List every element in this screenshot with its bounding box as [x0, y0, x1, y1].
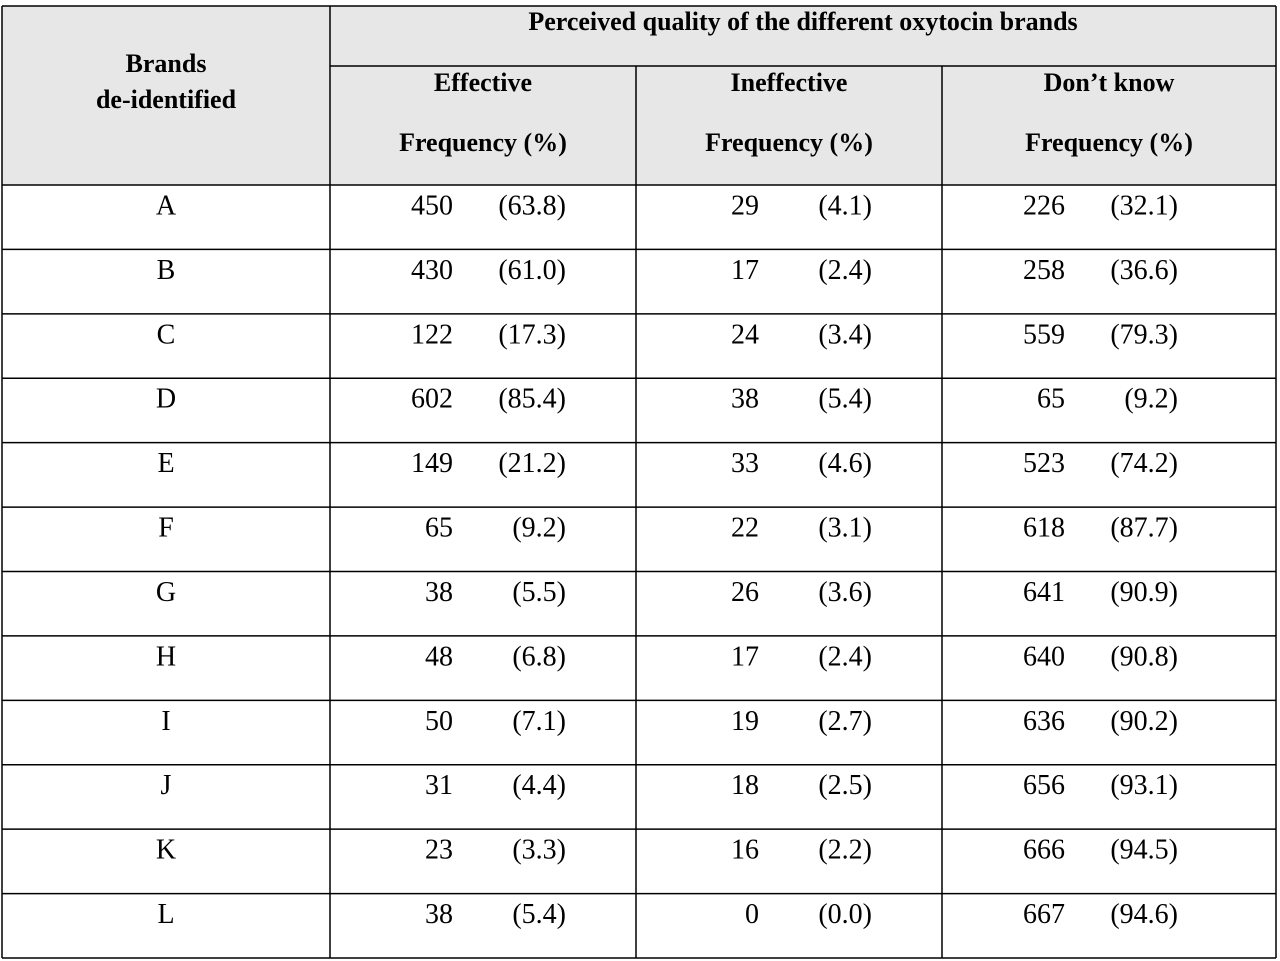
- count-cell: 226: [1023, 190, 1065, 221]
- brand-header: Brands: [126, 49, 207, 78]
- count-cell: 122: [411, 319, 453, 350]
- count-cell: 636: [1023, 706, 1065, 737]
- count-cell: 602: [411, 384, 453, 415]
- count-cell: 17: [731, 255, 759, 286]
- count-cell: 258: [1023, 255, 1065, 286]
- count-cell: 0: [745, 899, 759, 930]
- count-cell: 640: [1023, 641, 1065, 672]
- count-cell: 450: [411, 190, 453, 221]
- percent-cell: (94.5): [1110, 835, 1178, 866]
- count-cell: 22: [731, 513, 759, 544]
- count-cell: 430: [411, 255, 453, 286]
- percent-cell: (94.6): [1110, 899, 1178, 930]
- percent-cell: (63.8): [498, 190, 566, 221]
- percent-cell: (4.6): [818, 448, 872, 479]
- percent-cell: (61.0): [498, 255, 566, 286]
- count-cell: 667: [1023, 899, 1065, 930]
- brand-cell: B: [157, 255, 176, 286]
- percent-cell: (3.4): [818, 319, 872, 350]
- count-cell: 641: [1023, 577, 1065, 608]
- percent-cell: (6.8): [512, 641, 566, 672]
- percent-cell: (5.4): [512, 899, 566, 930]
- count-cell: 50: [425, 706, 453, 737]
- percent-cell: (4.1): [818, 190, 872, 221]
- count-cell: 38: [425, 577, 453, 608]
- count-cell: 17: [731, 641, 759, 672]
- table-title: Perceived quality of the different oxyto…: [528, 7, 1077, 36]
- percent-cell: (90.8): [1110, 641, 1178, 672]
- column-subheader: Frequency (%): [1025, 128, 1193, 157]
- percent-cell: (3.6): [818, 577, 872, 608]
- percent-cell: (17.3): [498, 319, 566, 350]
- percent-cell: (79.3): [1110, 319, 1178, 350]
- percent-cell: (74.2): [1110, 448, 1178, 479]
- brand-header: de-identified: [96, 85, 237, 114]
- percent-cell: (3.1): [818, 513, 872, 544]
- column-header: Ineffective: [731, 68, 848, 97]
- percent-cell: (93.1): [1110, 770, 1178, 801]
- count-cell: 523: [1023, 448, 1065, 479]
- brand-cell: I: [161, 706, 170, 737]
- percent-cell: (5.4): [818, 384, 872, 415]
- count-cell: 666: [1023, 835, 1065, 866]
- column-subheader: Frequency (%): [399, 128, 567, 157]
- header-background: [2, 6, 1276, 185]
- count-cell: 33: [731, 448, 759, 479]
- brand-cell: C: [157, 319, 176, 350]
- count-cell: 618: [1023, 513, 1065, 544]
- count-cell: 24: [731, 319, 759, 350]
- brand-cell: D: [156, 384, 176, 415]
- percent-cell: (2.4): [818, 641, 872, 672]
- brand-cell: K: [156, 835, 176, 866]
- percent-cell: (87.7): [1110, 513, 1178, 544]
- percent-cell: (2.2): [818, 835, 872, 866]
- percent-cell: (85.4): [498, 384, 566, 415]
- count-cell: 16: [731, 835, 759, 866]
- percent-cell: (5.5): [512, 577, 566, 608]
- percent-cell: (2.7): [818, 706, 872, 737]
- count-cell: 19: [731, 706, 759, 737]
- brand-cell: G: [156, 577, 176, 608]
- column-header: Effective: [434, 68, 532, 97]
- brand-cell: L: [157, 899, 174, 930]
- percent-cell: (21.2): [498, 448, 566, 479]
- count-cell: 31: [425, 770, 453, 801]
- brand-cell: F: [158, 513, 174, 544]
- count-cell: 26: [731, 577, 759, 608]
- count-cell: 18: [731, 770, 759, 801]
- percent-cell: (90.2): [1110, 706, 1178, 737]
- count-cell: 48: [425, 641, 453, 672]
- count-cell: 559: [1023, 319, 1065, 350]
- percent-cell: (36.6): [1110, 255, 1178, 286]
- percent-cell: (3.3): [512, 835, 566, 866]
- count-cell: 65: [425, 513, 453, 544]
- percent-cell: (2.4): [818, 255, 872, 286]
- count-cell: 38: [731, 384, 759, 415]
- percent-cell: (9.2): [512, 513, 566, 544]
- percent-cell: (4.4): [512, 770, 566, 801]
- count-cell: 29: [731, 190, 759, 221]
- count-cell: 656: [1023, 770, 1065, 801]
- brand-cell: H: [156, 641, 176, 672]
- percent-cell: (7.1): [512, 706, 566, 737]
- percent-cell: (90.9): [1110, 577, 1178, 608]
- brand-cell: E: [157, 448, 174, 479]
- percent-cell: (2.5): [818, 770, 872, 801]
- brand-cell: J: [161, 770, 172, 801]
- count-cell: 23: [425, 835, 453, 866]
- column-subheader: Frequency (%): [705, 128, 873, 157]
- percent-cell: (0.0): [818, 899, 872, 930]
- percent-cell: (32.1): [1110, 190, 1178, 221]
- count-cell: 149: [411, 448, 453, 479]
- brand-cell: A: [156, 190, 177, 221]
- percent-cell: (9.2): [1124, 384, 1178, 415]
- column-header: Don’t know: [1044, 68, 1175, 97]
- count-cell: 65: [1037, 384, 1065, 415]
- count-cell: 38: [425, 899, 453, 930]
